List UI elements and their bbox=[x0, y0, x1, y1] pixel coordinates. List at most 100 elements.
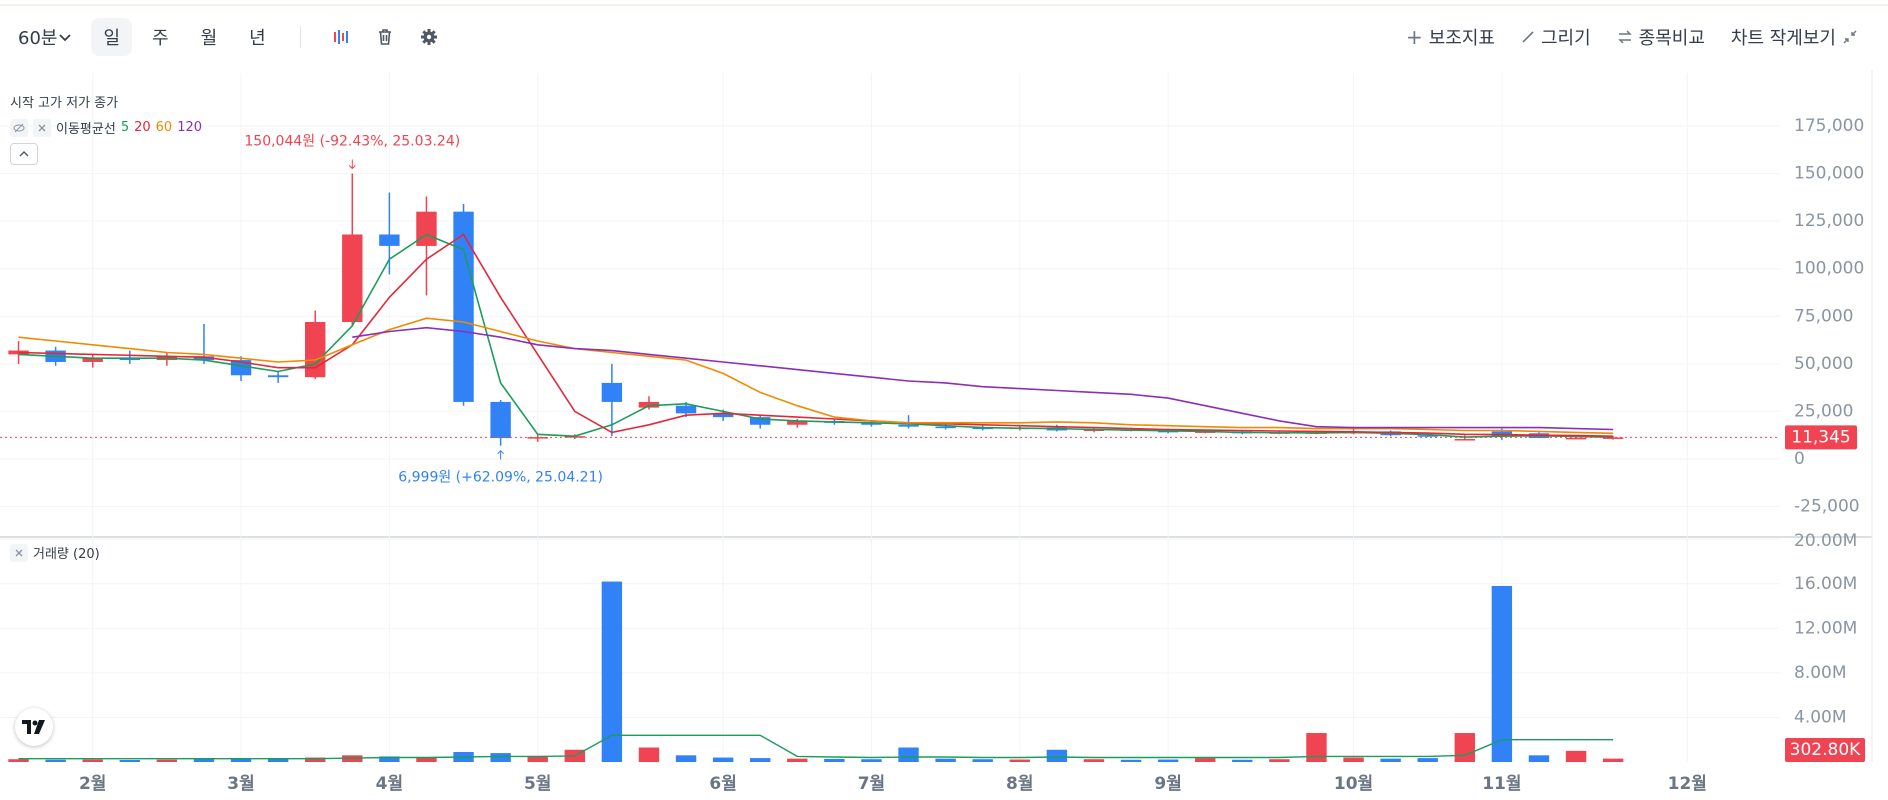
volume-bar bbox=[861, 759, 882, 762]
price-label: 11,345 bbox=[1791, 427, 1850, 447]
gear-icon bbox=[420, 29, 437, 45]
x-tick-label: 11월 bbox=[1482, 774, 1521, 794]
volume-bar bbox=[1269, 759, 1290, 762]
delete-button[interactable] bbox=[363, 18, 407, 56]
x-tick-label: 5월 bbox=[524, 774, 551, 794]
y-tick-label: 12.00M bbox=[1794, 618, 1857, 638]
ma-period: 20 bbox=[134, 120, 151, 135]
candle-body bbox=[861, 422, 882, 425]
candle-body bbox=[119, 358, 140, 361]
x-tick-label: 10월 bbox=[1334, 774, 1373, 794]
y-tick-label: 20.00M bbox=[1794, 531, 1857, 551]
ma-legend: 이동평균선 5 20 60 120 bbox=[10, 118, 202, 137]
candle-body bbox=[1565, 437, 1587, 440]
candle-body bbox=[712, 413, 734, 418]
period-button[interactable]: 주 bbox=[152, 28, 169, 49]
y-tick-label: 50,000 bbox=[1794, 354, 1853, 374]
volume-bar bbox=[1046, 749, 1068, 762]
volume-bar bbox=[601, 581, 623, 762]
price-label-bg bbox=[1785, 425, 1857, 450]
interval-label: 60분 bbox=[18, 28, 58, 49]
candle-body bbox=[787, 420, 808, 425]
volume-bar bbox=[1565, 750, 1587, 762]
period-button[interactable]: 월 bbox=[200, 28, 218, 49]
candle-body bbox=[1417, 435, 1438, 437]
ma-period: 120 bbox=[177, 120, 203, 135]
volume-bar bbox=[1009, 759, 1030, 762]
annotation-label: 150,044원 (-92.43%, 25.03.24) bbox=[244, 134, 460, 150]
ma-line bbox=[18, 233, 1614, 439]
annotation-label: 6,999원 (+62.09%, 25.04.21) bbox=[398, 470, 603, 486]
volume-bar bbox=[972, 759, 993, 762]
y-tick-label: 100,000 bbox=[1794, 259, 1864, 279]
indicator-button[interactable]: + 보조지표 bbox=[1405, 25, 1495, 49]
visibility-toggle[interactable] bbox=[10, 118, 28, 137]
chevron-icon bbox=[59, 34, 72, 42]
remove-button[interactable] bbox=[10, 543, 28, 562]
x-tick-label: 9월 bbox=[1154, 774, 1181, 794]
draw-button[interactable]: 그리기 bbox=[1521, 24, 1591, 50]
volume-bar bbox=[267, 758, 289, 762]
volume-bar bbox=[45, 759, 66, 762]
candle-body bbox=[527, 437, 548, 439]
period-button[interactable]: 년 bbox=[249, 28, 266, 49]
volume-bar bbox=[787, 758, 808, 762]
tool-label: 종목비교 bbox=[1638, 28, 1705, 49]
candle-body bbox=[490, 401, 511, 439]
volume-bar bbox=[824, 758, 845, 762]
volume-bar bbox=[527, 756, 548, 762]
chart-style-button[interactable] bbox=[319, 18, 363, 56]
volume-bar bbox=[750, 758, 771, 762]
y-tick-label: 125,000 bbox=[1794, 211, 1864, 231]
volume-bar bbox=[119, 759, 140, 762]
candle-body bbox=[305, 322, 326, 378]
ma-line bbox=[352, 326, 1614, 431]
volume-bar bbox=[1232, 759, 1253, 762]
ma-period: 5 bbox=[120, 120, 130, 135]
annotation-arrow bbox=[497, 449, 504, 460]
ma-period: 60 bbox=[155, 120, 173, 135]
x-tick-label: 3월 bbox=[227, 774, 254, 794]
y-tick-label: 4.00M bbox=[1794, 707, 1847, 727]
ma-line bbox=[18, 317, 1614, 435]
volume-bar bbox=[638, 747, 660, 762]
toolbar-right: + 보조지표 그리기 종목비교 차트 작게보기 bbox=[1380, 18, 1858, 56]
volume-bar bbox=[379, 756, 400, 762]
y-tick-label: 0 bbox=[1794, 449, 1805, 469]
volume-bar bbox=[1343, 757, 1364, 762]
annotation-arrow bbox=[348, 159, 356, 170]
shrink-icon bbox=[1843, 30, 1857, 44]
volume-label: 302.80K bbox=[1790, 740, 1861, 760]
x-tick-label: 7월 bbox=[858, 774, 885, 794]
candle-body bbox=[416, 211, 437, 246]
ohlc-legend: 시작 고가 저가 종가 bbox=[10, 96, 119, 111]
volume-bar bbox=[1491, 586, 1513, 762]
volume-bar bbox=[935, 758, 956, 762]
logo[interactable] bbox=[15, 708, 53, 746]
y-tick-label: 8.00M bbox=[1794, 663, 1847, 683]
volume-bar bbox=[82, 759, 103, 762]
volume-bar bbox=[1528, 755, 1550, 762]
volume-bar bbox=[1083, 759, 1105, 762]
x-tick-label: 2월 bbox=[79, 774, 106, 794]
candle-body bbox=[898, 424, 919, 427]
volume-bar bbox=[416, 756, 437, 762]
compare-button[interactable]: 종목비교 bbox=[1617, 24, 1705, 50]
y-tick-label: 25,000 bbox=[1794, 401, 1853, 421]
interval-select[interactable]: 60분 bbox=[6, 18, 85, 56]
swap-icon bbox=[1617, 30, 1632, 44]
volume-bar bbox=[1602, 758, 1624, 762]
volume-bar bbox=[305, 757, 326, 762]
ma-title: 이동평균선 bbox=[56, 122, 116, 137]
collapse-button[interactable] bbox=[10, 143, 38, 165]
period-button[interactable]: 일 bbox=[91, 18, 133, 56]
trash-icon bbox=[378, 29, 391, 45]
candle-body bbox=[379, 234, 400, 246]
remove-button[interactable] bbox=[33, 118, 51, 137]
candle-body bbox=[601, 382, 623, 402]
shrink-button[interactable]: 차트 작게보기 bbox=[1731, 24, 1858, 50]
settings-button[interactable] bbox=[407, 18, 451, 56]
volume-bar bbox=[193, 758, 215, 762]
